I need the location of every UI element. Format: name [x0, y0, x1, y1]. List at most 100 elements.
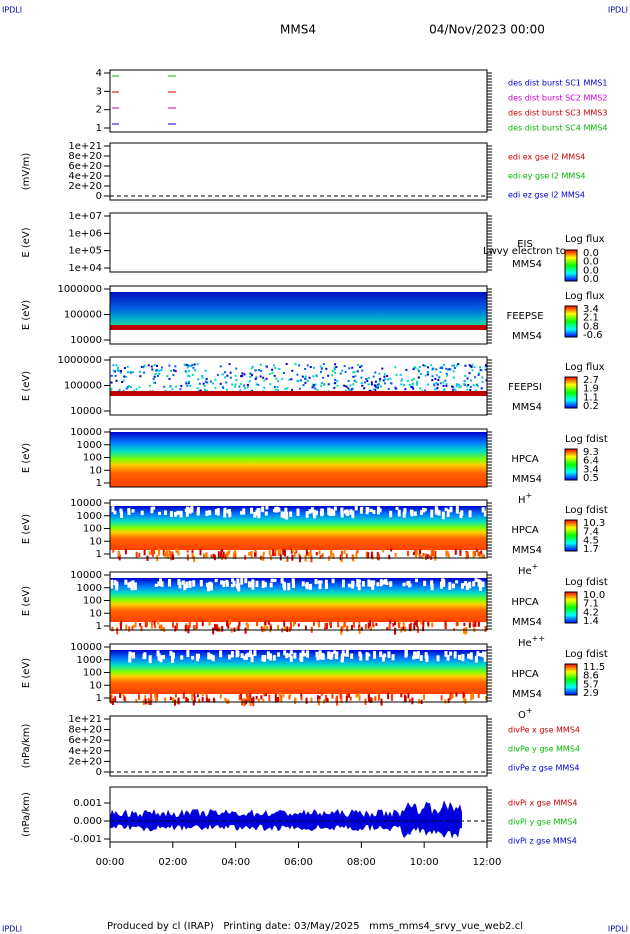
- spectrogram-pixel: [169, 696, 172, 701]
- spectrogram-gap: [479, 653, 483, 657]
- spectrogram-pixel: [332, 553, 335, 560]
- spectrogram-pixel: [341, 369, 344, 372]
- spectrogram-pixel: [291, 369, 294, 372]
- spectrogram-pixel: [269, 554, 272, 561]
- spectrogram-gap: [436, 655, 440, 662]
- spectrogram-pixel: [174, 625, 177, 632]
- spectrogram-pixel: [158, 625, 161, 629]
- spectrogram-pixel: [352, 383, 355, 386]
- spectrogram-pixel: [182, 694, 185, 700]
- spectrogram-pixel: [370, 626, 373, 632]
- colorbar-label: 7.1: [583, 599, 599, 610]
- spectrogram-gap: [449, 506, 453, 513]
- y-axis-label: E (eV): [21, 658, 32, 688]
- y-tick-label: 8e+20: [68, 725, 102, 736]
- spectrogram-gap: [261, 580, 265, 589]
- spectrogram-pixel: [312, 385, 315, 388]
- spectrogram-pixel: [112, 364, 115, 367]
- spectrogram-gap: [430, 580, 434, 587]
- spectrogram-pixel: [311, 383, 314, 386]
- spectrogram-pixel: [284, 626, 287, 632]
- spectrogram-pixel: [211, 382, 214, 385]
- spectrogram-gap: [458, 654, 462, 661]
- spectrogram-pixel: [416, 383, 419, 386]
- spectrogram-pixel: [366, 380, 369, 383]
- spectrogram-pixel: [378, 554, 381, 560]
- spectrogram-pixel: [471, 369, 474, 372]
- spectrogram-pixel: [212, 627, 215, 635]
- spectrogram-pixel: [383, 375, 386, 378]
- spectrogram-pixel: [187, 382, 190, 385]
- spectrogram-pixel: [466, 551, 469, 557]
- spectrogram-pixel: [431, 375, 434, 378]
- species: H+: [518, 491, 532, 507]
- spectrogram-pixel: [336, 380, 339, 383]
- spectrogram-gap: [148, 655, 152, 664]
- spectrogram-pixel: [452, 376, 455, 379]
- spectrogram-pixel: [422, 553, 425, 557]
- spectrogram-gap: [376, 582, 380, 587]
- spectrogram-pixel: [358, 627, 361, 634]
- spectrogram-pixel: [416, 368, 419, 371]
- spectrogram-pixel: [368, 389, 371, 392]
- spectrogram-pixel: [193, 363, 196, 366]
- spectrogram-pixel: [185, 697, 188, 703]
- spectrogram-pixel: [201, 692, 204, 696]
- spectrogram-pixel: [373, 384, 376, 387]
- spectrogram-pixel: [336, 384, 339, 387]
- spectrogram-pixel: [246, 694, 249, 699]
- instrument: HPCA: [511, 454, 539, 465]
- spectrogram-pixel: [184, 625, 187, 632]
- spectrogram-pixel: [383, 378, 386, 381]
- colorbar-label: 6.4: [583, 456, 599, 467]
- spectrogram-pixel: [153, 375, 156, 378]
- spectrogram-pixel: [269, 383, 272, 386]
- spectrogram-pixel: [367, 693, 370, 700]
- spectrogram-pixel: [339, 694, 342, 700]
- spectrogram-pixel: [343, 548, 346, 554]
- spectrogram-pixel: [295, 548, 298, 554]
- spectrogram-pixel: [418, 549, 421, 553]
- spectrogram-pixel: [472, 384, 475, 387]
- spectrogram-pixel: [423, 693, 426, 700]
- spectrogram-pixel: [248, 380, 251, 383]
- spectrogram-pixel: [398, 622, 401, 629]
- spectrogram-pixel: [431, 368, 434, 371]
- spectrogram-gap: [304, 583, 308, 588]
- spectrogram-pixel: [250, 697, 253, 704]
- spectrogram-pixel: [388, 554, 391, 560]
- spectrogram-gap: [350, 653, 354, 659]
- spectrogram-pixel: [350, 624, 353, 631]
- spacecraft: MMS4: [512, 402, 542, 413]
- spectrogram-pixel: [167, 554, 170, 560]
- spectrogram-gap: [420, 510, 424, 515]
- spectrogram-pixel: [333, 367, 336, 370]
- y-tick-label: 100: [83, 668, 102, 679]
- spectrogram-pixel: [224, 376, 227, 379]
- spectrogram-gap: [211, 655, 215, 662]
- spectrogram-gap: [264, 511, 268, 516]
- spectrogram-pixel: [466, 385, 469, 388]
- spectrogram-pixel: [127, 385, 130, 388]
- y-axis-label: E (eV): [21, 514, 32, 544]
- spectrogram-pixel: [370, 381, 373, 384]
- spectrogram-pixel: [263, 386, 266, 389]
- spectrogram-pixel: [340, 555, 343, 563]
- spectrogram-pixel: [222, 386, 225, 389]
- spectrogram-pixel: [234, 383, 237, 386]
- spectrogram-gap: [335, 651, 339, 656]
- spectrogram-pixel: [289, 621, 292, 626]
- spectrogram-gap: [283, 583, 287, 590]
- spectrogram-pixel: [376, 385, 379, 388]
- spectrogram-pixel: [374, 388, 377, 391]
- colorbar-title: Log flux: [565, 291, 605, 302]
- spectrogram-gap: [186, 650, 190, 658]
- spectrogram-pixel: [404, 626, 407, 632]
- spectrogram-pixel: [427, 383, 430, 386]
- spectrogram-pixel: [260, 695, 263, 700]
- spectrogram-pixel: [201, 620, 204, 627]
- colorbar-label: 8.6: [583, 671, 599, 682]
- spectrogram-pixel: [179, 388, 182, 391]
- spectrogram-pixel: [249, 375, 252, 378]
- spectrogram-pixel: [345, 553, 348, 559]
